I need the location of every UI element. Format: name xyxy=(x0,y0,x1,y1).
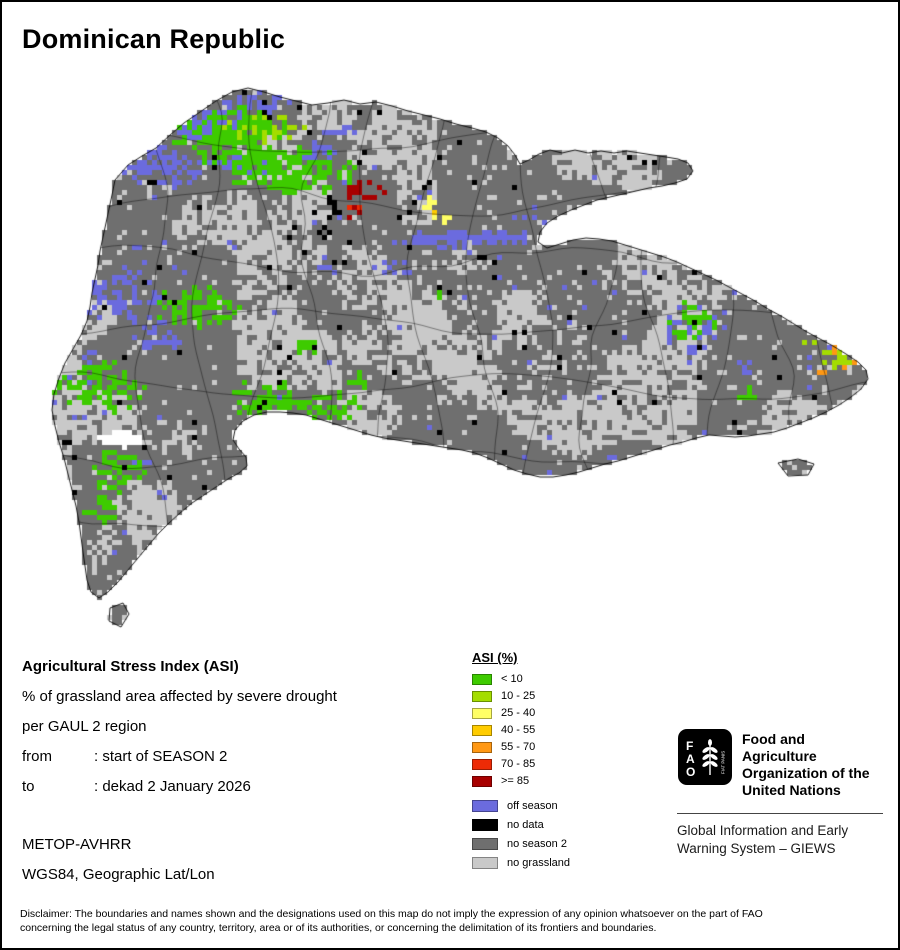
fao-logo-letter-o: O xyxy=(686,765,695,779)
legend-item: < 10 xyxy=(472,673,570,685)
legend-extra-list: off season no data no season 2 no grassland xyxy=(472,800,570,869)
legend-item: no grassland xyxy=(472,857,570,869)
legend-label: 10 - 25 xyxy=(501,690,536,702)
fao-block: F A O FIAT PANIS Food and Agriculture Or xyxy=(677,728,883,858)
fao-divider xyxy=(677,813,883,814)
info-from-row: from : start of SEASON 2 xyxy=(22,742,337,772)
legend-swatch xyxy=(472,741,492,753)
legend-label: 25 - 40 xyxy=(501,707,536,719)
legend-swatch xyxy=(472,690,492,702)
fao-logo-letter-f: F xyxy=(686,739,693,753)
legend-item: no data xyxy=(472,819,570,831)
legend-swatch xyxy=(472,819,498,831)
fao-header: F A O FIAT PANIS Food and Agriculture Or xyxy=(677,728,883,799)
page-title: Dominican Republic xyxy=(22,24,286,54)
giews-text: Global Information and Early Warning Sys… xyxy=(677,822,883,858)
fao-logo: F A O FIAT PANIS xyxy=(678,729,732,785)
legend-item: 10 - 25 xyxy=(472,690,570,702)
fao-name-line-1: Food and Agriculture xyxy=(742,731,817,764)
legend-label: off season xyxy=(507,800,558,812)
info-subtitle-grassland: % of grassland area affected by severe d… xyxy=(22,688,337,705)
giews-line-2: Warning System – GIEWS xyxy=(677,841,836,856)
legend-swatch xyxy=(472,775,492,787)
legend-swatch xyxy=(472,800,498,812)
info-from-value: : start of SEASON 2 xyxy=(94,748,228,765)
asi-legend: ASI (%) < 10 10 - 25 25 - 40 40 - 55 55 - 70… xyxy=(472,649,570,876)
info-to-row: to : dekad 2 January 2026 xyxy=(22,772,337,802)
info-projection: WGS84, Geographic Lat/Lon xyxy=(22,866,215,883)
fao-logo-letter-a: A xyxy=(686,752,695,766)
legend-item: off season xyxy=(472,800,570,812)
legend-item: 25 - 40 xyxy=(472,707,570,719)
legend-item: no season 2 xyxy=(472,838,570,850)
fiat-panis-text: FIAT PANIS xyxy=(721,751,726,774)
legend-swatch xyxy=(472,707,492,719)
legend-swatch xyxy=(472,758,492,770)
legend-item: 40 - 55 xyxy=(472,724,570,736)
legend-label: 70 - 85 xyxy=(501,758,536,770)
wheat-ear-icon xyxy=(702,739,718,775)
legend-item: 70 - 85 xyxy=(472,758,570,770)
legend-title: ASI (%) xyxy=(472,650,518,665)
legend-item: >= 85 xyxy=(472,775,570,787)
legend-swatch xyxy=(472,673,492,685)
legend-label: >= 85 xyxy=(501,775,530,787)
legend-label: no data xyxy=(507,819,544,831)
legend-swatch xyxy=(472,838,498,850)
legend-swatch xyxy=(472,857,498,869)
legend-swatch xyxy=(472,724,492,736)
info-sensor: METOP-AVHRR xyxy=(22,836,132,853)
info-subtitle-gaul: per GAUL 2 region xyxy=(22,718,147,735)
legend-label: 55 - 70 xyxy=(501,741,536,753)
giews-line-1: Global Information and Early xyxy=(677,823,849,838)
legend-class-list: < 10 10 - 25 25 - 40 40 - 55 55 - 70 70 - 85 >… xyxy=(472,673,570,787)
legend-label: no grassland xyxy=(507,857,570,869)
fao-name-line-2: Organization of the xyxy=(742,765,870,781)
info-from-label: from xyxy=(22,748,52,765)
info-block: Agricultural Stress Index (ASI) % of gra… xyxy=(22,652,337,890)
disclaimer-text: Disclaimer: The boundaries and names sho… xyxy=(20,908,763,934)
fao-name-line-3: United Nations xyxy=(742,782,841,798)
legend-label: no season 2 xyxy=(507,838,567,850)
info-heading: Agricultural Stress Index (ASI) xyxy=(22,658,239,675)
fao-name: Food and Agriculture Organization of the… xyxy=(742,728,883,799)
dominican-republic-asi-map xyxy=(2,2,898,647)
legend-label: 40 - 55 xyxy=(501,724,536,736)
info-to-label: to xyxy=(22,778,35,795)
legend-item: 55 - 70 xyxy=(472,741,570,753)
legend-label: < 10 xyxy=(501,673,523,685)
info-to-value: : dekad 2 January 2026 xyxy=(94,778,251,795)
